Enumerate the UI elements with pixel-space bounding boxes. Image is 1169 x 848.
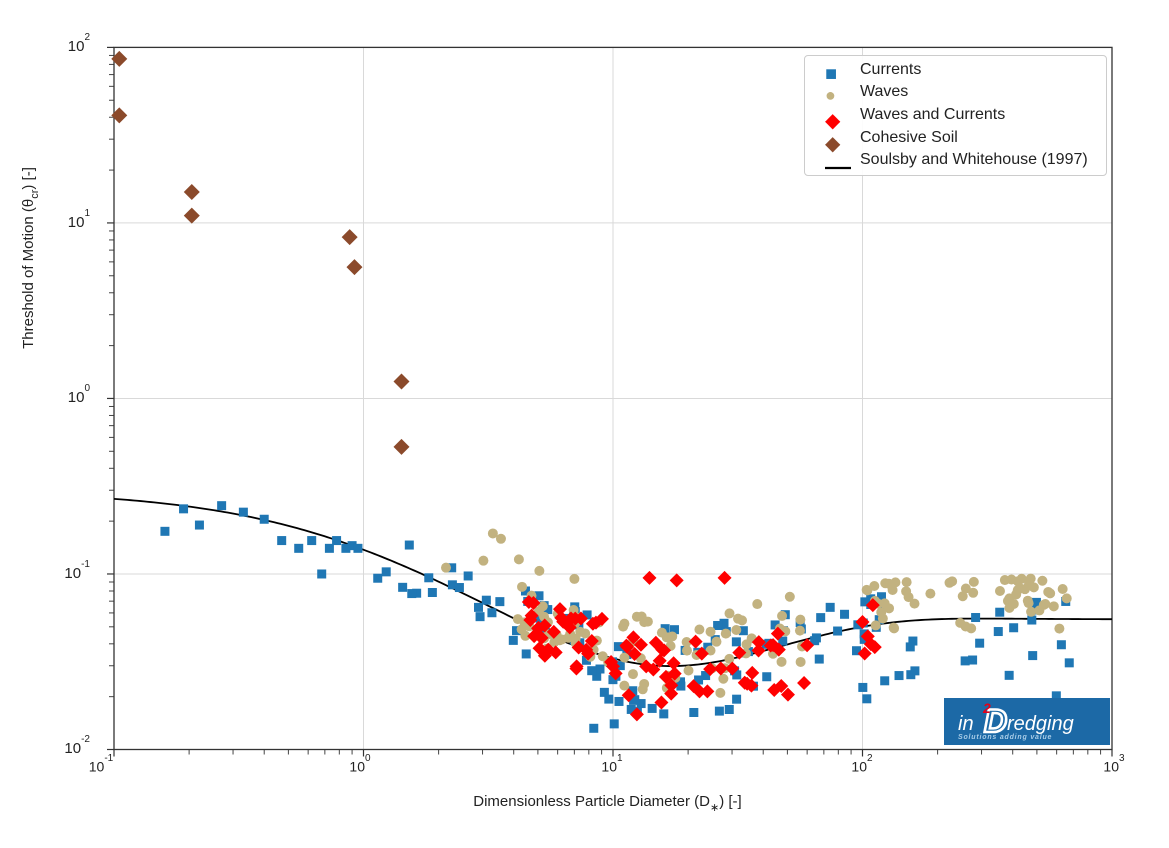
svg-text:2: 2 [982, 700, 991, 716]
svg-text:in: in [958, 713, 974, 735]
svg-text:Solutions adding value: Solutions adding value [958, 734, 1052, 741]
svg-text:redging: redging [1007, 713, 1074, 735]
